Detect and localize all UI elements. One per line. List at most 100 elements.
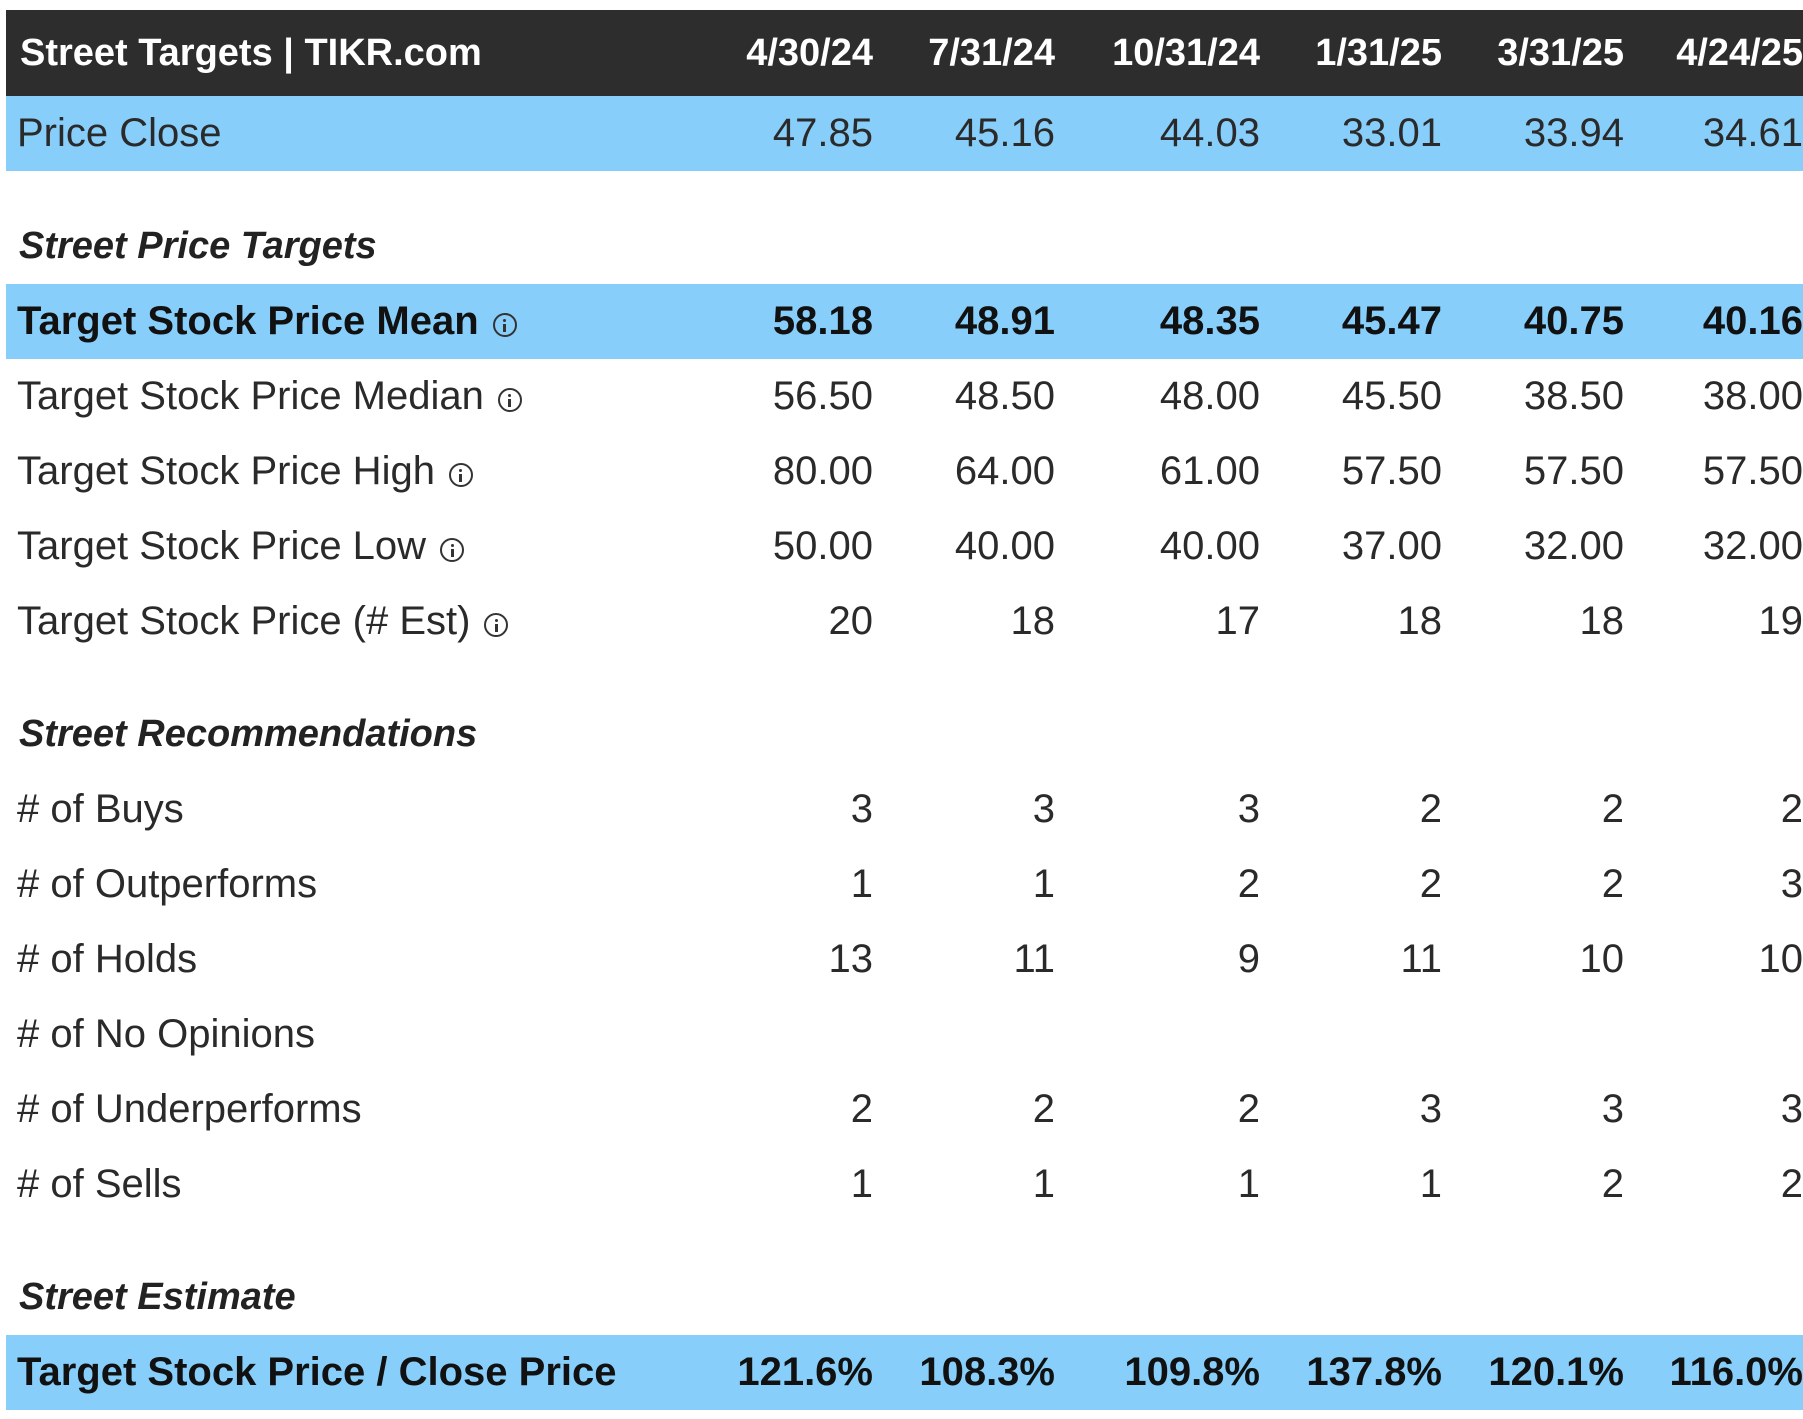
value-cell: 18 <box>1010 599 1056 643</box>
value-cell: 20 <box>828 599 874 643</box>
target-mean-row: Target Stock Price Mean 58.18 48.91 48.3… <box>6 284 1803 359</box>
value-cell: 64.00 <box>954 449 1055 493</box>
section-spacer <box>6 659 1803 697</box>
value-cell: 47.85 <box>772 111 873 155</box>
value-cell: 2 <box>1237 862 1260 906</box>
target-high-row: Target Stock Price High 80.00 64.00 61.0… <box>6 434 1803 509</box>
row-label: # of Sells <box>17 1162 182 1206</box>
value-cell: 19 <box>1758 599 1803 643</box>
value-cell: 10 <box>1758 937 1803 981</box>
value-cell: 33.01 <box>1341 111 1442 155</box>
value-cell: 40.75 <box>1523 299 1624 343</box>
info-circle-icon[interactable] <box>448 462 473 487</box>
section-spacer <box>6 171 1803 209</box>
row-label: Target Stock Price High <box>17 449 435 493</box>
info-circle-icon[interactable] <box>492 312 517 337</box>
value-cell: 32.00 <box>1702 524 1803 568</box>
value-cell: 2 <box>1780 787 1803 831</box>
value-cell: 3 <box>1780 862 1803 906</box>
section-title-street-estimate: Street Estimate <box>6 1260 1803 1335</box>
date-header: 7/31/24 <box>928 31 1055 74</box>
value-cell: 18 <box>1397 599 1443 643</box>
value-cell: 40.00 <box>954 524 1055 568</box>
value-cell: 109.8% <box>1124 1350 1260 1394</box>
value-cell: 3 <box>1237 787 1260 831</box>
value-cell: 45.50 <box>1341 374 1442 418</box>
value-cell: 57.50 <box>1523 449 1624 493</box>
table-title: Street Targets | TIKR.com <box>20 31 482 74</box>
value-cell: 40.16 <box>1702 299 1803 343</box>
value-cell: 48.00 <box>1159 374 1260 418</box>
value-cell: 3 <box>1601 1087 1624 1131</box>
value-cell: 44.03 <box>1159 111 1260 155</box>
value-cell: 108.3% <box>919 1350 1055 1394</box>
value-cell: 2 <box>1419 862 1442 906</box>
row-label: Price Close <box>17 111 222 155</box>
row-label: Target Stock Price (# Est) <box>17 599 471 643</box>
date-header: 10/31/24 <box>1112 31 1260 74</box>
outperforms-row: # of Outperforms 1 1 2 2 2 3 <box>6 847 1803 922</box>
value-cell: 11 <box>1013 937 1055 981</box>
value-cell: 37.00 <box>1341 524 1442 568</box>
value-cell: 3 <box>1780 1087 1803 1131</box>
info-circle-icon[interactable] <box>497 387 522 412</box>
value-cell: 1 <box>1032 1162 1055 1206</box>
section-title: Street Price Targets <box>19 225 377 267</box>
target-estimates-row: Target Stock Price (# Est) 20 18 17 18 1… <box>6 584 1803 659</box>
holds-row: # of Holds 13 11 9 11 10 10 <box>6 922 1803 997</box>
date-header: 4/24/25 <box>1676 31 1803 74</box>
value-cell: 3 <box>1419 1087 1442 1131</box>
row-label: # of Holds <box>17 937 198 981</box>
value-cell: 38.00 <box>1702 374 1803 418</box>
street-targets-table: Street Targets | TIKR.com 4/30/24 7/31/2… <box>6 10 1803 1410</box>
value-cell: 13 <box>828 937 874 981</box>
row-label: Target Stock Price Mean <box>17 299 479 343</box>
value-cell: 45.47 <box>1341 299 1442 343</box>
info-circle-icon[interactable] <box>440 537 465 562</box>
value-cell: 116.0% <box>1669 1350 1803 1394</box>
value-cell: 34.61 <box>1702 111 1803 155</box>
section-spacer <box>6 1222 1803 1260</box>
underperforms-row: # of Underperforms 2 2 2 3 3 3 <box>6 1072 1803 1147</box>
value-cell: 2 <box>850 1087 873 1131</box>
no-opinions-row: # of No Opinions <box>6 997 1803 1072</box>
value-cell: 1 <box>1237 1162 1260 1206</box>
section-title: Street Estimate <box>19 1276 296 1318</box>
date-header: 3/31/25 <box>1497 31 1624 74</box>
value-cell: 2 <box>1780 1162 1803 1206</box>
section-title: Street Recommendations <box>19 713 478 755</box>
table-header-row: Street Targets | TIKR.com 4/30/24 7/31/2… <box>6 10 1803 96</box>
value-cell: 120.1% <box>1488 1350 1624 1394</box>
value-cell: 2 <box>1601 787 1624 831</box>
value-cell: 32.00 <box>1523 524 1624 568</box>
buys-row: # of Buys 3 3 3 2 2 2 <box>6 772 1803 847</box>
row-label: # of Buys <box>17 787 184 831</box>
value-cell: 2 <box>1237 1087 1260 1131</box>
date-header: 4/30/24 <box>746 31 873 74</box>
row-label: # of Outperforms <box>17 862 318 906</box>
value-cell: 45.16 <box>954 111 1055 155</box>
value-cell: 2 <box>1601 1162 1624 1206</box>
value-cell: 3 <box>850 787 873 831</box>
target-median-row: Target Stock Price Median 56.50 48.50 48… <box>6 359 1803 434</box>
value-cell: 3 <box>1032 787 1055 831</box>
price-close-row: Price Close 47.85 45.16 44.03 33.01 33.9… <box>6 96 1803 171</box>
value-cell: 2 <box>1032 1087 1055 1131</box>
sells-row: # of Sells 1 1 1 1 2 2 <box>6 1147 1803 1222</box>
value-cell: 1 <box>850 1162 873 1206</box>
target-close-ratio-row: Target Stock Price / Close Price 121.6% … <box>6 1335 1803 1410</box>
value-cell: 17 <box>1215 599 1261 643</box>
info-circle-icon[interactable] <box>484 612 509 637</box>
value-cell: 1 <box>850 862 873 906</box>
row-label: # of No Opinions <box>17 1012 315 1056</box>
value-cell: 57.50 <box>1341 449 1442 493</box>
value-cell: 1 <box>1419 1162 1442 1206</box>
value-cell: 9 <box>1237 937 1260 981</box>
value-cell: 80.00 <box>772 449 873 493</box>
row-label: Target Stock Price Low <box>17 524 427 568</box>
value-cell: 38.50 <box>1523 374 1624 418</box>
value-cell: 40.00 <box>1159 524 1260 568</box>
target-low-row: Target Stock Price Low 50.00 40.00 40.00… <box>6 509 1803 584</box>
value-cell: 50.00 <box>772 524 873 568</box>
value-cell: 33.94 <box>1523 111 1624 155</box>
